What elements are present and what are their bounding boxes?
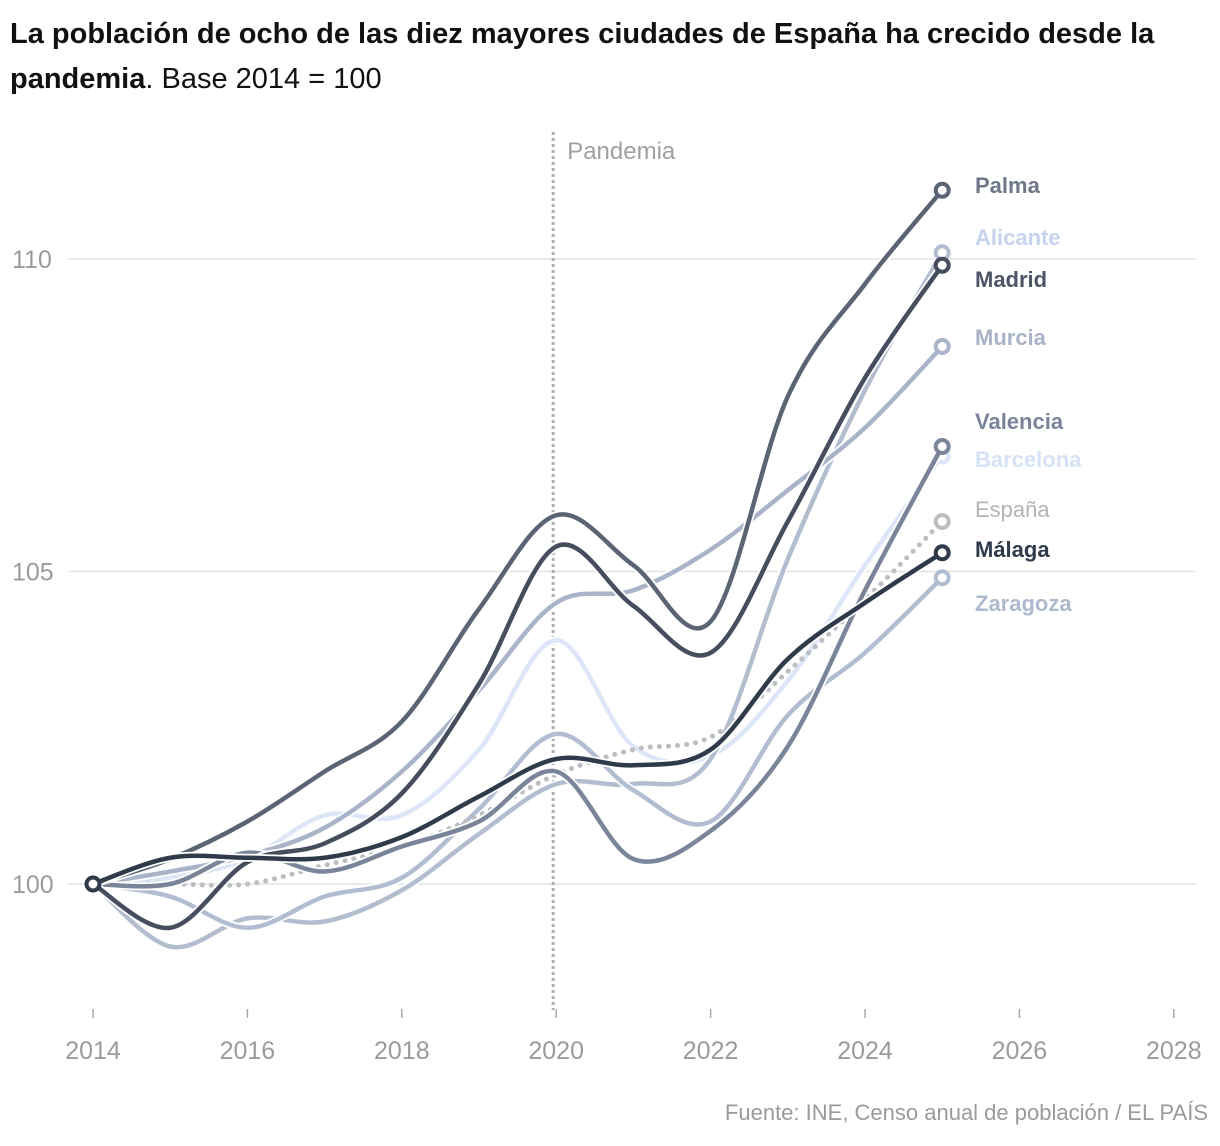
chart-title-bold: La población de ocho de las diez mayores… bbox=[10, 18, 1155, 95]
line-palma bbox=[90, 188, 945, 887]
series-zaragoza bbox=[90, 569, 951, 932]
line-halo bbox=[92, 574, 945, 932]
line-barcelona bbox=[90, 453, 945, 887]
x-tick-label: 2014 bbox=[65, 1037, 121, 1065]
line-zaragoza bbox=[90, 575, 945, 931]
endpoint-malaga bbox=[933, 544, 951, 562]
line-malaga bbox=[90, 550, 945, 887]
chart-title-suffix: . Base 2014 = 100 bbox=[145, 63, 382, 95]
x-tick-label: 2026 bbox=[992, 1037, 1048, 1065]
chart-title: La población de ocho de las diez mayores… bbox=[10, 12, 1210, 102]
line-halo bbox=[91, 187, 946, 888]
label-palma: Palma bbox=[975, 173, 1041, 198]
label-zaragoza: Zaragoza bbox=[975, 591, 1072, 616]
x-tick-label: 2028 bbox=[1146, 1037, 1202, 1065]
series-alicante bbox=[90, 244, 951, 952]
label-murcia: Murcia bbox=[975, 325, 1047, 350]
series-lines bbox=[84, 181, 951, 952]
label-espana: España bbox=[975, 497, 1050, 522]
y-tick-label: 100 bbox=[12, 871, 54, 899]
series-barcelona bbox=[90, 447, 951, 888]
line-madrid bbox=[90, 263, 945, 931]
y-axis-ticks: 100 105 110 bbox=[12, 246, 54, 899]
line-halo bbox=[92, 444, 946, 891]
endpoint-valencia bbox=[933, 438, 951, 455]
x-tick-label: 2018 bbox=[374, 1037, 430, 1065]
line-halo bbox=[92, 453, 946, 888]
line-valencia bbox=[90, 444, 945, 889]
source-note: Fuente: INE, Censo anual de población / … bbox=[724, 1100, 1208, 1125]
endpoint-murcia bbox=[933, 338, 951, 355]
label-valencia: Valencia bbox=[975, 409, 1064, 434]
x-axis-ticks: 2014 2016 2018 2020 2022 2024 2026 2028 bbox=[65, 1009, 1202, 1065]
label-madrid: Madrid bbox=[975, 267, 1047, 292]
start-point bbox=[84, 875, 102, 893]
endpoint-zaragoza bbox=[933, 569, 951, 587]
y-tick-label: 105 bbox=[12, 559, 54, 587]
series-malaga bbox=[90, 544, 951, 888]
line-halo bbox=[90, 262, 946, 932]
series-espana bbox=[90, 513, 951, 888]
endpoint-madrid bbox=[933, 256, 951, 274]
x-tick-label: 2024 bbox=[837, 1037, 893, 1065]
series-palma bbox=[90, 181, 951, 888]
x-tick-label: 2020 bbox=[528, 1037, 584, 1065]
pandemia-annotation: Pandemia bbox=[551, 132, 676, 1010]
endpoint-espana bbox=[933, 513, 951, 530]
pandemia-label: Pandemia bbox=[567, 138, 676, 165]
line-espana bbox=[90, 519, 945, 888]
x-tick-label: 2016 bbox=[220, 1037, 276, 1065]
y-tick-label: 110 bbox=[12, 246, 52, 274]
label-malaga: Málaga bbox=[975, 537, 1050, 562]
endpoint-palma bbox=[933, 181, 951, 199]
label-barcelona: Barcelona bbox=[975, 447, 1082, 472]
series-valencia bbox=[90, 438, 951, 891]
label-alicante: Alicante bbox=[975, 225, 1061, 250]
series-madrid bbox=[90, 256, 951, 932]
line-alicante bbox=[90, 250, 945, 950]
series-labels: Barcelona Alicante Zaragoza Murcia España Val… bbox=[975, 173, 1082, 616]
x-tick-label: 2022 bbox=[683, 1037, 739, 1065]
